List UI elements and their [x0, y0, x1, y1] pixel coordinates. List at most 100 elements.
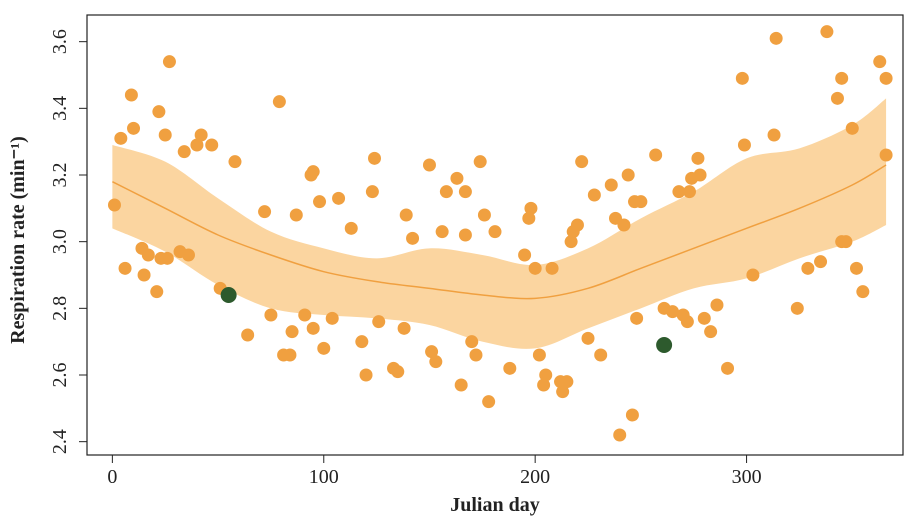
data-point	[439, 185, 453, 199]
data-point	[539, 368, 553, 382]
x-tick-label: 0	[107, 466, 117, 488]
data-point	[425, 345, 439, 359]
data-point	[621, 168, 635, 182]
data-point	[604, 178, 618, 192]
data-point	[704, 325, 718, 339]
data-point	[372, 315, 386, 329]
data-point	[737, 138, 751, 152]
data-point	[160, 251, 174, 265]
x-tick-label: 200	[520, 466, 550, 488]
data-point	[769, 31, 783, 45]
data-point	[570, 218, 584, 232]
data-point	[469, 348, 483, 362]
data-point	[482, 395, 496, 409]
data-point	[399, 208, 413, 222]
data-point	[617, 218, 631, 232]
data-point	[503, 361, 517, 375]
data-point	[564, 235, 578, 249]
highlight-point	[656, 337, 673, 353]
data-point	[205, 138, 219, 152]
data-point	[272, 95, 286, 109]
data-point	[422, 158, 436, 172]
data-point	[264, 308, 278, 322]
data-point	[634, 195, 648, 209]
data-point	[587, 188, 601, 202]
confidence-band	[112, 98, 887, 349]
data-point	[537, 378, 551, 392]
data-point	[680, 315, 694, 329]
data-point	[649, 148, 663, 162]
data-point	[710, 298, 724, 312]
data-point	[391, 365, 405, 379]
data-point	[118, 261, 132, 275]
data-point	[190, 138, 204, 152]
data-point	[691, 151, 705, 165]
data-point	[124, 88, 138, 102]
data-point	[465, 335, 479, 349]
data-point	[672, 185, 686, 199]
data-point	[879, 71, 893, 85]
data-point	[397, 321, 411, 335]
data-point	[289, 208, 303, 222]
data-point	[801, 261, 815, 275]
plot-frame	[86, 14, 904, 456]
data-point	[873, 55, 887, 69]
data-point	[524, 201, 538, 215]
data-point	[560, 375, 574, 389]
data-point	[820, 25, 834, 39]
y-tick-label: 3.4	[49, 96, 71, 121]
data-point	[473, 155, 487, 169]
data-point	[344, 221, 358, 235]
data-point	[697, 311, 711, 325]
data-point	[150, 285, 164, 299]
data-point	[839, 235, 853, 249]
data-point	[630, 311, 644, 325]
data-point	[368, 151, 382, 165]
data-point	[317, 341, 331, 355]
fit-line	[112, 164, 887, 300]
data-point	[332, 191, 346, 205]
data-point	[666, 305, 680, 319]
data-point	[194, 128, 208, 142]
data-point	[879, 148, 893, 162]
data-point	[625, 408, 639, 422]
data-point	[162, 55, 176, 69]
y-tick-label: 3.6	[49, 29, 71, 54]
data-point	[488, 225, 502, 239]
y-tick-label: 2.8	[49, 296, 71, 321]
y-axis-label: Respiration rate (min⁻¹)	[7, 136, 29, 344]
data-point	[355, 335, 369, 349]
data-point	[258, 205, 272, 219]
data-point	[532, 348, 546, 362]
data-point	[845, 121, 859, 135]
y-tick-label: 3.2	[49, 163, 71, 188]
data-point	[152, 105, 166, 119]
x-tick-label: 300	[732, 466, 762, 488]
data-point	[682, 185, 696, 199]
data-point	[359, 368, 373, 382]
data-point	[849, 261, 863, 275]
data-point	[522, 211, 536, 225]
data-point	[693, 168, 707, 182]
data-point	[458, 228, 472, 242]
data-point	[830, 91, 844, 105]
data-point	[228, 155, 242, 169]
data-point	[454, 378, 468, 392]
data-point	[790, 301, 804, 315]
data-point	[283, 348, 297, 362]
data-point	[856, 285, 870, 299]
data-point	[158, 128, 172, 142]
data-point	[458, 185, 472, 199]
data-point	[735, 71, 749, 85]
data-point	[177, 145, 191, 159]
data-point	[556, 385, 570, 399]
highlight-point	[220, 287, 237, 303]
y-tick-label: 2.6	[49, 363, 71, 388]
y-tick-label: 3.0	[49, 229, 71, 254]
x-tick-label: 100	[309, 466, 339, 488]
data-point	[107, 198, 121, 212]
data-point	[429, 355, 443, 369]
data-point	[767, 128, 781, 142]
data-point	[721, 361, 735, 375]
